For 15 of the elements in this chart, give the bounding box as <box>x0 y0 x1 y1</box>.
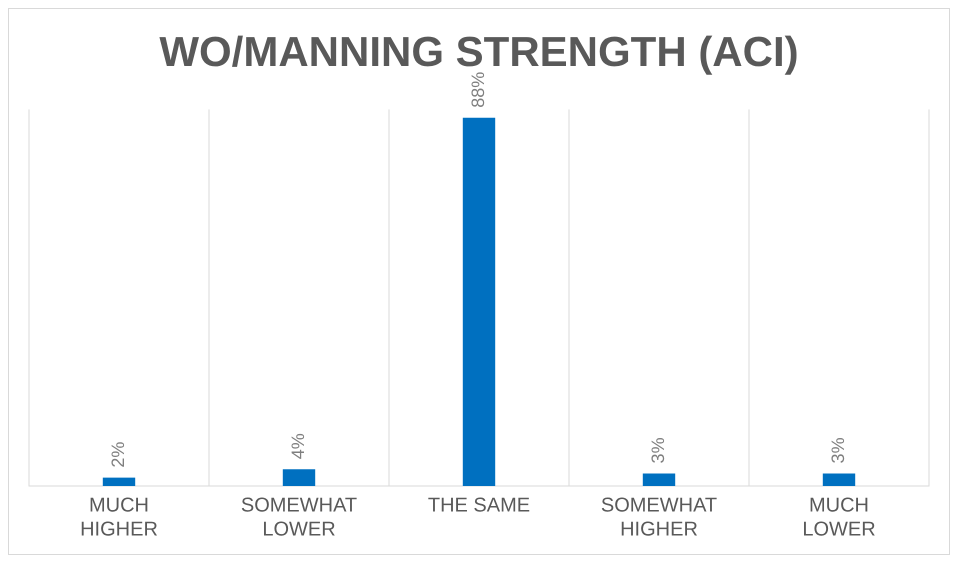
x-tick-label: SOMEWHAT HIGHER <box>600 494 718 541</box>
data-label: 88% <box>468 72 488 108</box>
x-tick-label: MUCH LOWER <box>802 494 876 541</box>
data-label: 2% <box>108 442 128 468</box>
data-label: 3% <box>648 437 668 464</box>
data-label: 4% <box>288 433 308 460</box>
bar <box>102 478 136 486</box>
bar <box>282 469 316 486</box>
bar <box>822 473 856 486</box>
x-tick-label: MUCH HIGHER <box>80 494 158 541</box>
bar <box>642 473 676 486</box>
x-tick-label: SOMEWHAT LOWER <box>240 494 358 541</box>
x-tick-label: THE SAME <box>428 494 530 517</box>
data-label: 3% <box>828 437 848 464</box>
bar <box>462 118 496 486</box>
